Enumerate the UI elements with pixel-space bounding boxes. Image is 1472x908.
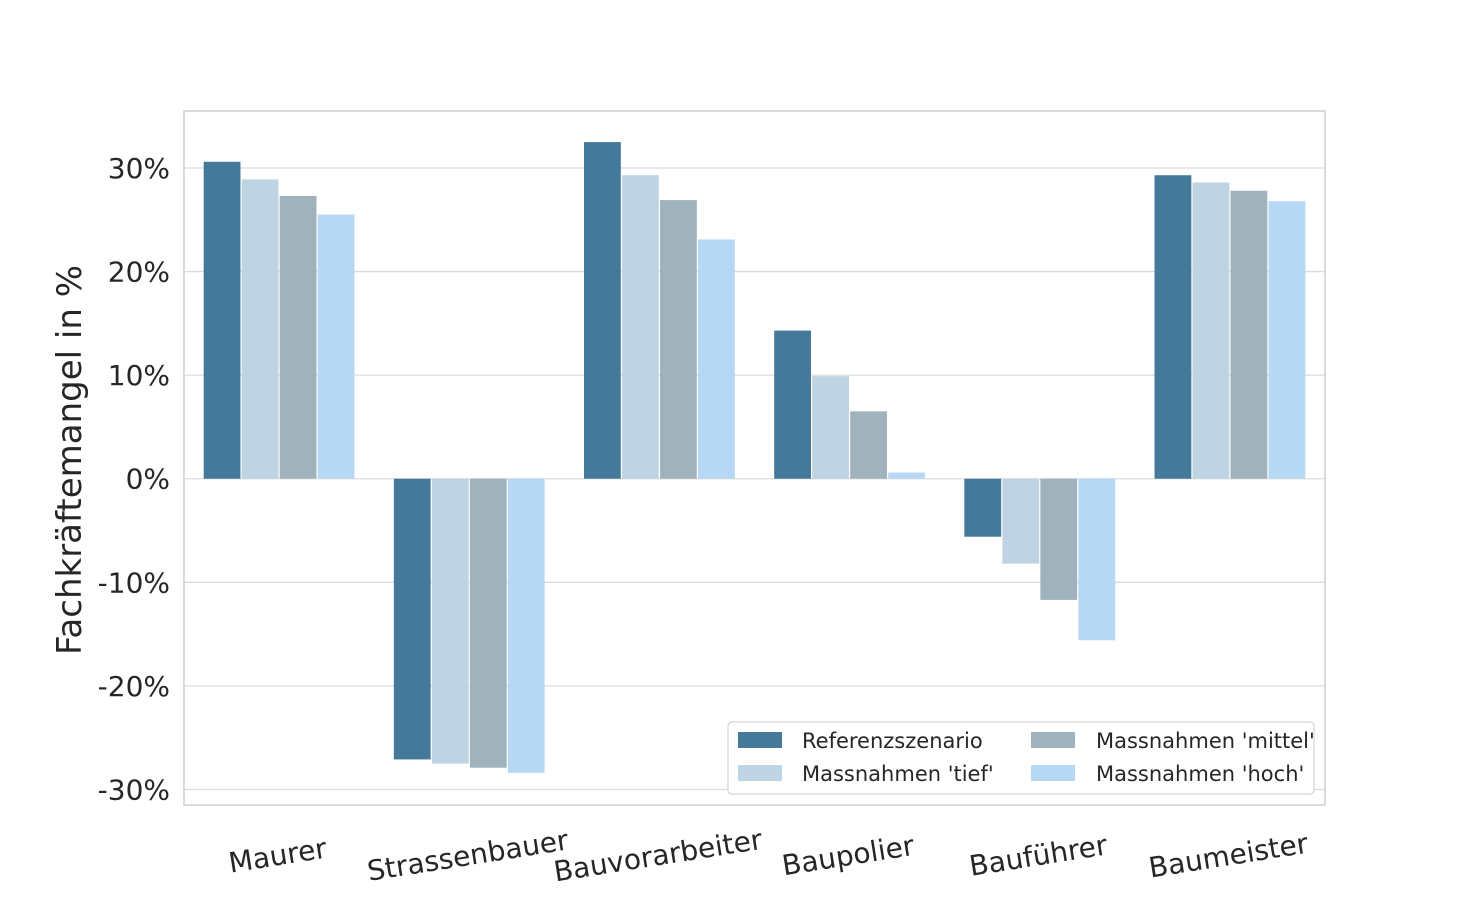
- y-tick-labels: 30% 20% 10% 0% -10% -20% -30%: [98, 152, 170, 806]
- bar-1-1: [431, 478, 469, 764]
- legend-box: [727, 721, 1315, 795]
- y-tick-label: 0%: [126, 463, 170, 496]
- bar-3-1: [812, 376, 849, 479]
- bar-3-0: [774, 330, 811, 479]
- bar-2-2: [660, 200, 697, 479]
- x-tick-label: Maurer: [226, 832, 329, 880]
- y-axis-label: Fachkräftemangel in %: [50, 265, 90, 655]
- bar-5-3: [1268, 201, 1306, 479]
- legend-swatch-3: [1031, 765, 1075, 781]
- bar-1-0: [393, 478, 431, 760]
- y-tick-label: -10%: [98, 566, 170, 599]
- bar-1-2: [469, 478, 507, 768]
- plot-frame: [183, 110, 1326, 806]
- x-tick-label: Baupolier: [780, 829, 917, 883]
- x-tick-label: Bauführer: [967, 828, 1110, 882]
- bar-5-2: [1230, 190, 1268, 479]
- y-tick-label: 20%: [108, 256, 170, 289]
- bar-4-2: [1040, 478, 1078, 600]
- y-tick-label: -20%: [98, 670, 170, 703]
- bar-0-3: [317, 214, 355, 479]
- legend-label-2: Massnahmen 'mittel': [1096, 729, 1315, 753]
- bar-1-3: [507, 478, 545, 773]
- legend-swatch-1: [738, 765, 782, 781]
- bar-2-0: [584, 142, 621, 479]
- y-tick-label: -30%: [98, 773, 170, 806]
- legend-label-0: Referenzszenario: [802, 729, 983, 753]
- legend: Referenzszenario Massnahmen 'tief' Massnah…: [727, 721, 1315, 795]
- legend-swatch-2: [1031, 732, 1075, 748]
- bar-0-0: [203, 161, 241, 479]
- bar-layer: [203, 142, 1306, 773]
- bar-5-0: [1154, 175, 1192, 479]
- x-tick-label: Bauvorarbeiter: [551, 823, 765, 889]
- bar-2-3: [698, 239, 735, 479]
- bar-4-1: [1002, 478, 1040, 564]
- bar-4-3: [1078, 478, 1116, 641]
- bar-3-3: [888, 472, 925, 479]
- x-tick-label: Baumeister: [1146, 827, 1310, 885]
- legend-swatch-0: [738, 732, 782, 748]
- bar-4-0: [964, 478, 1002, 537]
- bar-0-2: [279, 195, 317, 479]
- grid-layer: [184, 167, 1325, 791]
- bar-5-1: [1192, 182, 1230, 479]
- legend-label-3: Massnahmen 'hoch': [1096, 762, 1304, 786]
- legend-label-1: Massnahmen 'tief': [802, 762, 994, 786]
- bar-0-1: [241, 179, 279, 479]
- y-tick-label: 30%: [108, 152, 170, 185]
- bar-3-2: [850, 411, 887, 479]
- bar-2-1: [622, 175, 659, 479]
- y-tick-label: 10%: [108, 359, 170, 392]
- frame-layer: [183, 110, 1326, 806]
- x-tick-label: Strassenbauer: [365, 823, 571, 887]
